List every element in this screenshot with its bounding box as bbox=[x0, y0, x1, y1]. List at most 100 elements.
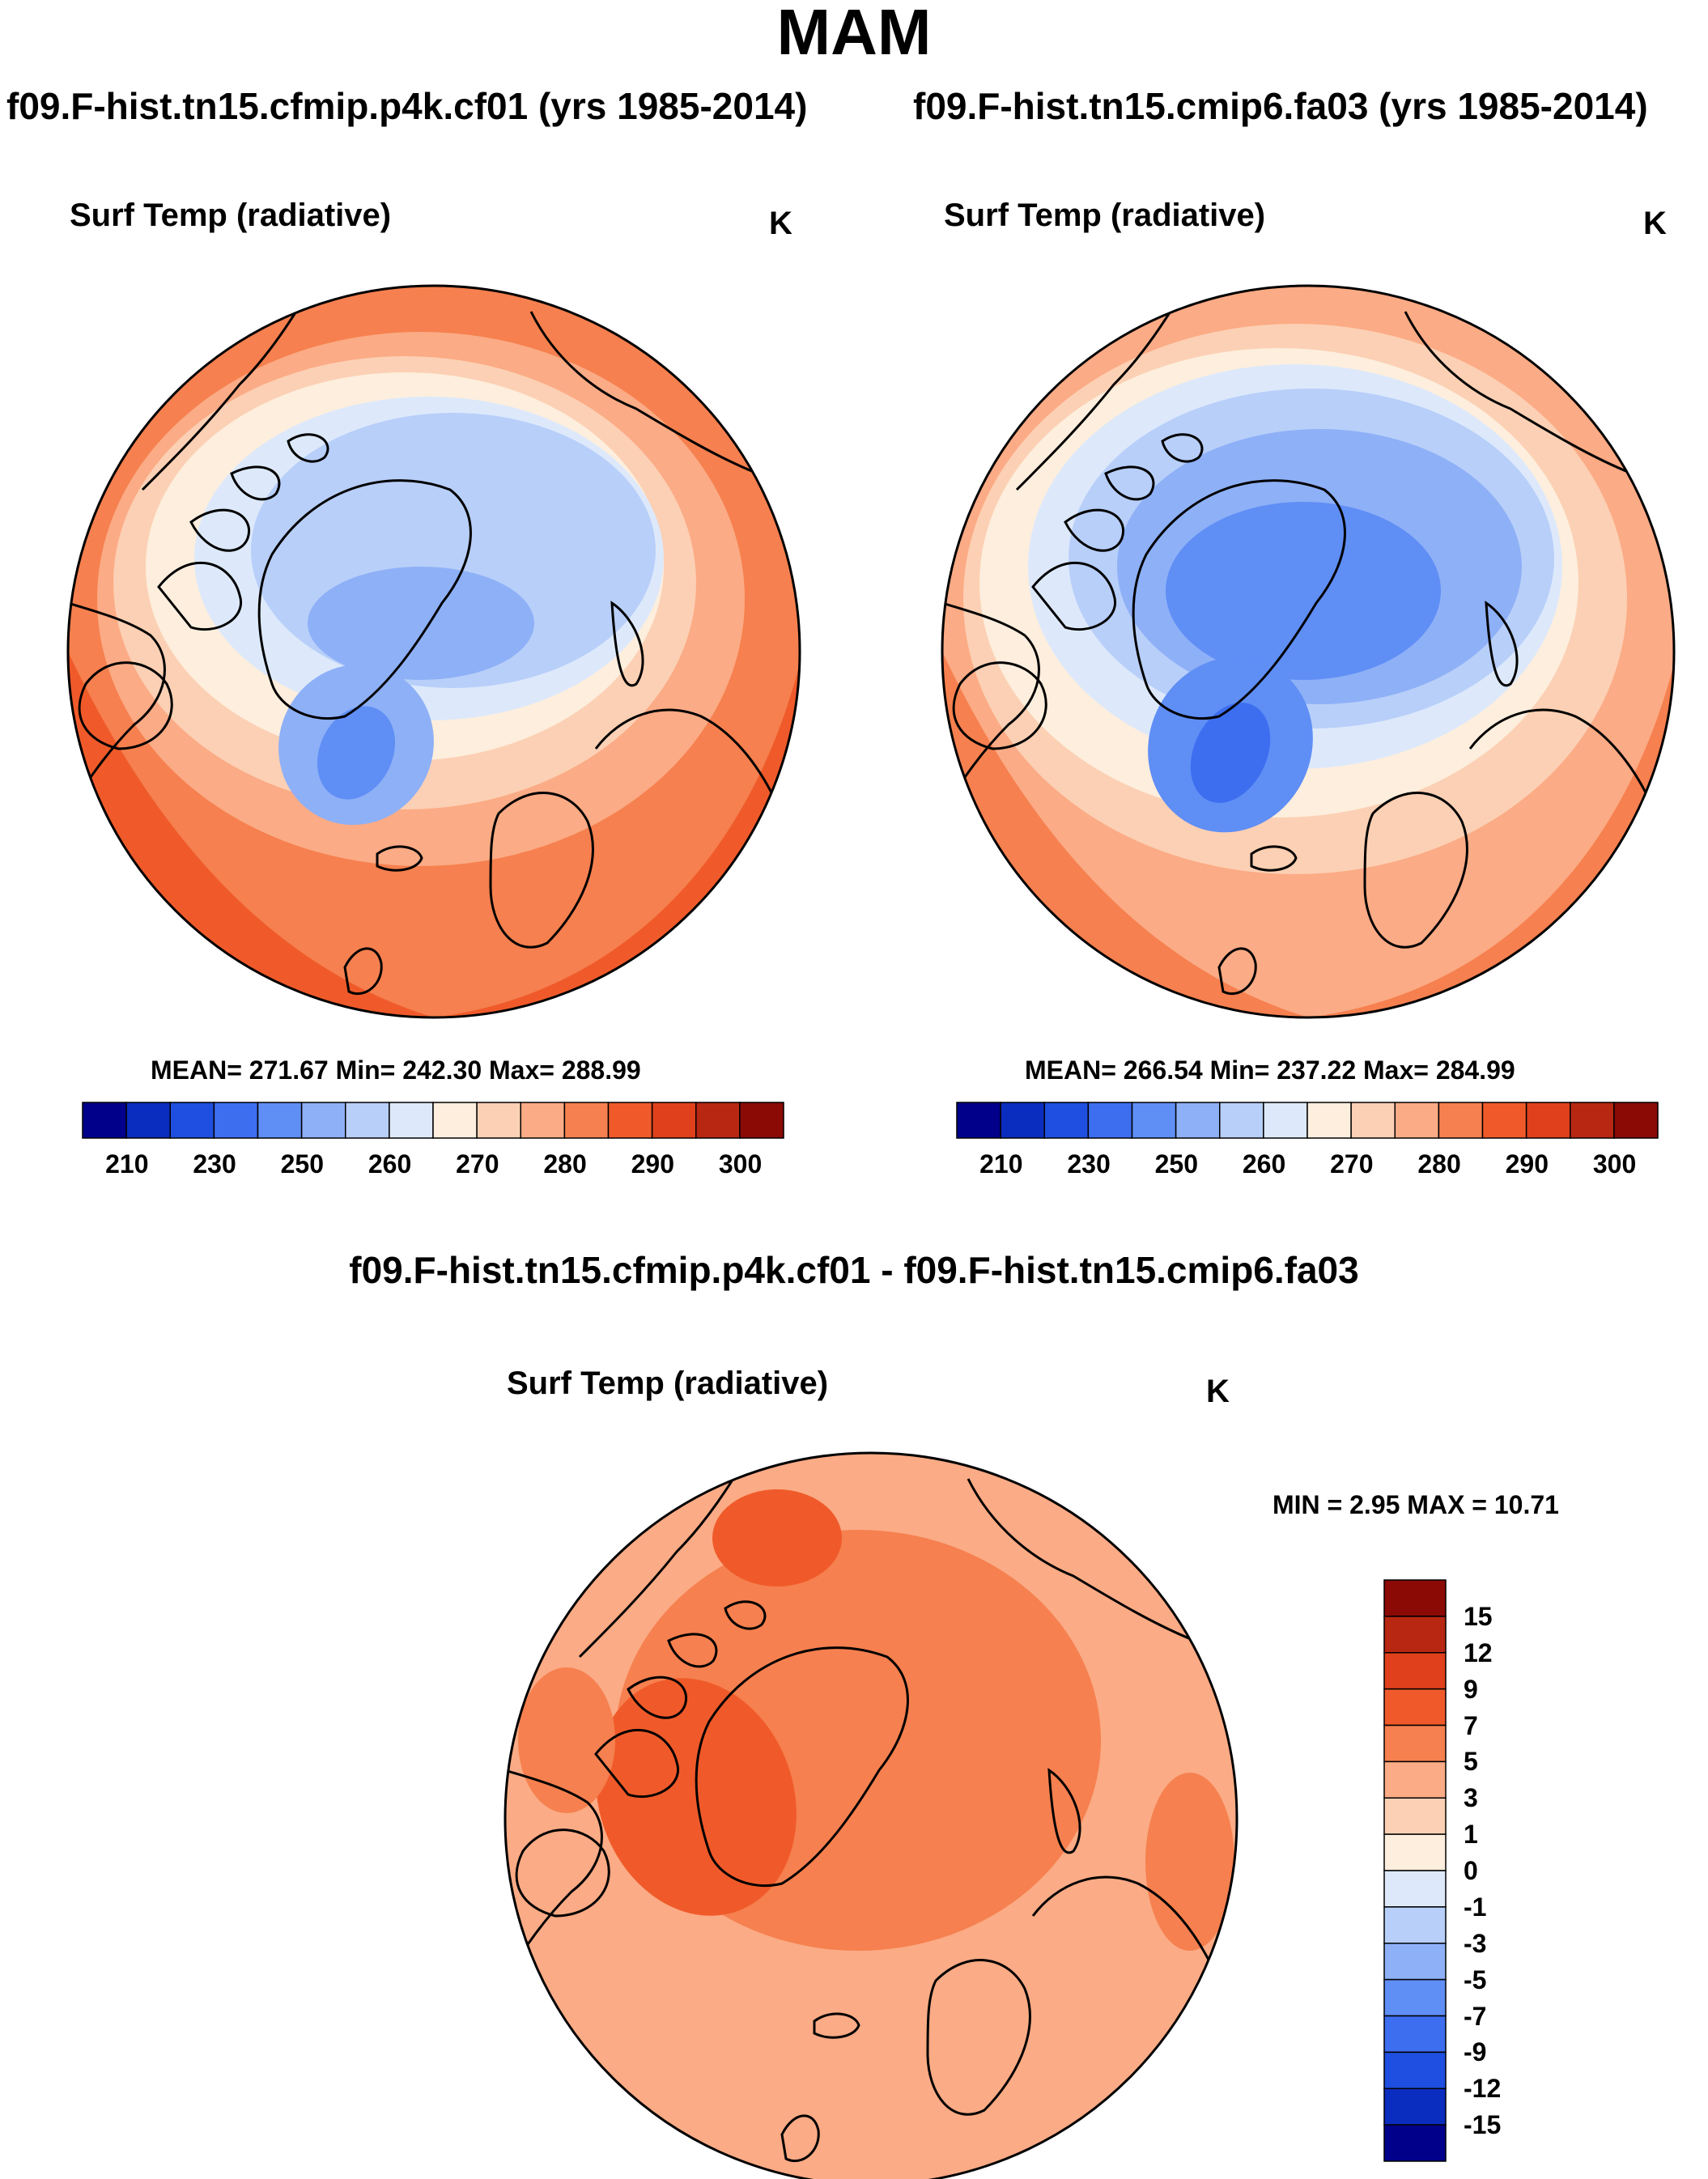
right-colorbar-swatch bbox=[1438, 1102, 1484, 1139]
right-colorbar-label: 210 bbox=[979, 1149, 1023, 1179]
difference-stats: MIN = 2.95 MAX = 10.71 bbox=[1273, 1490, 1559, 1519]
left-colorbar-label: 300 bbox=[718, 1149, 763, 1179]
difference-map bbox=[505, 1453, 1237, 2179]
difference-panel-units: K bbox=[1206, 1374, 1230, 1409]
difference-colorbar bbox=[1383, 1579, 1447, 2162]
left-colorbar-swatch bbox=[739, 1102, 784, 1139]
left-colorbar-swatch bbox=[520, 1102, 566, 1139]
right-colorbar-swatch bbox=[1306, 1102, 1352, 1139]
difference-colorbar-swatch bbox=[1383, 1870, 1447, 1908]
left-panel-stats: MEAN= 271.67 Min= 242.30 Max= 288.99 bbox=[151, 1056, 641, 1085]
difference-colorbar-swatch bbox=[1383, 1978, 1447, 2017]
left-colorbar-label: 210 bbox=[105, 1149, 149, 1179]
difference-title: f09.F-hist.tn15.cfmip.p4k.cf01 - f09.F-h… bbox=[349, 1249, 1359, 1291]
difference-colorbar-swatch bbox=[1383, 1943, 1447, 1981]
right-panel-variable: Surf Temp (radiative) bbox=[944, 198, 1266, 233]
left-colorbar-label: 290 bbox=[631, 1149, 675, 1179]
right-colorbar-swatch bbox=[1525, 1102, 1571, 1139]
left-colorbar-swatch bbox=[695, 1102, 741, 1139]
difference-colorbar-swatch bbox=[1383, 1616, 1447, 1654]
right-map bbox=[942, 286, 1674, 1017]
difference-colorbar-swatch bbox=[1383, 1797, 1447, 1835]
right-colorbar-swatch bbox=[1350, 1102, 1396, 1139]
right-colorbar-swatch bbox=[1481, 1102, 1527, 1139]
right-colorbar-swatch bbox=[1613, 1102, 1659, 1139]
left-colorbar-swatch bbox=[82, 1102, 127, 1139]
right-colorbar-swatch bbox=[956, 1102, 1001, 1139]
difference-colorbar-swatch bbox=[1383, 2051, 1447, 2089]
right-colorbar-swatch bbox=[1000, 1102, 1045, 1139]
left-colorbar-swatch bbox=[257, 1102, 303, 1139]
left-colorbar-swatch bbox=[213, 1102, 259, 1139]
left-colorbar-label: 260 bbox=[368, 1149, 412, 1179]
right-colorbar-swatch bbox=[1219, 1102, 1264, 1139]
left-colorbar-label: 280 bbox=[543, 1149, 587, 1179]
left-case-title: f09.F-hist.tn15.cfmip.p4k.cf01 (yrs 1985… bbox=[6, 85, 808, 127]
right-case-title: f09.F-hist.tn15.cmip6.fa03 (yrs 1985-201… bbox=[913, 85, 1648, 127]
left-panel-variable: Surf Temp (radiative) bbox=[70, 198, 392, 233]
left-colorbar bbox=[82, 1102, 784, 1139]
difference-colorbar-label: 0 bbox=[1464, 1856, 1478, 1885]
difference-colorbar-label: 9 bbox=[1464, 1674, 1478, 1704]
right-panel-units: K bbox=[1643, 206, 1667, 241]
difference-colorbar-label: 12 bbox=[1464, 1637, 1493, 1667]
right-panel-stats: MEAN= 266.54 Min= 237.22 Max= 284.99 bbox=[1025, 1056, 1515, 1085]
difference-colorbar-swatch bbox=[1383, 1652, 1447, 1690]
left-map bbox=[68, 286, 800, 1017]
difference-colorbar-swatch bbox=[1383, 1761, 1447, 1799]
right-colorbar-swatch bbox=[1175, 1102, 1221, 1139]
difference-colorbar-label: -5 bbox=[1464, 1964, 1487, 1994]
right-colorbar-swatch bbox=[1131, 1102, 1177, 1139]
left-colorbar-label: 250 bbox=[280, 1149, 325, 1179]
difference-colorbar-label: -15 bbox=[1464, 2110, 1502, 2140]
right-colorbar-label: 230 bbox=[1067, 1149, 1111, 1179]
right-colorbar-label: 290 bbox=[1505, 1149, 1549, 1179]
difference-colorbar-swatch bbox=[1383, 1579, 1447, 1617]
difference-colorbar-swatch bbox=[1383, 2015, 1447, 2054]
right-colorbar-swatch bbox=[1043, 1102, 1090, 1139]
difference-colorbar-label: -1 bbox=[1464, 1892, 1487, 1922]
left-colorbar-label: 270 bbox=[456, 1149, 499, 1179]
right-colorbar-label: 300 bbox=[1592, 1149, 1637, 1179]
difference-colorbar-label: 7 bbox=[1464, 1710, 1478, 1740]
right-colorbar-label: 270 bbox=[1330, 1149, 1374, 1179]
difference-colorbar-label: 15 bbox=[1464, 1601, 1493, 1631]
difference-colorbar-swatch bbox=[1383, 2124, 1447, 2162]
left-colorbar-swatch bbox=[389, 1102, 434, 1139]
difference-colorbar-label: 5 bbox=[1464, 1747, 1478, 1777]
left-colorbar-swatch bbox=[345, 1102, 390, 1139]
left-colorbar-swatch bbox=[563, 1102, 610, 1139]
right-map-border bbox=[941, 284, 1676, 1019]
difference-colorbar-swatch bbox=[1383, 1833, 1447, 1871]
left-panel-units: K bbox=[769, 206, 792, 241]
right-colorbar-swatch bbox=[1263, 1102, 1308, 1139]
left-colorbar-label: 230 bbox=[193, 1149, 236, 1179]
difference-colorbar-swatch bbox=[1383, 1688, 1447, 1727]
difference-panel-variable: Surf Temp (radiative) bbox=[507, 1366, 829, 1401]
left-colorbar-swatch bbox=[651, 1102, 697, 1139]
left-colorbar-swatch bbox=[476, 1102, 521, 1139]
difference-colorbar-label: -7 bbox=[1464, 2001, 1487, 2031]
right-colorbar-label: 260 bbox=[1242, 1149, 1286, 1179]
difference-colorbar-label: -9 bbox=[1464, 2037, 1487, 2067]
right-colorbar-swatch bbox=[1087, 1102, 1133, 1139]
difference-colorbar-label: 3 bbox=[1464, 1783, 1478, 1813]
difference-colorbar-label: -3 bbox=[1464, 1928, 1487, 1958]
right-colorbar-label: 250 bbox=[1154, 1149, 1199, 1179]
difference-colorbar-label: -12 bbox=[1464, 2074, 1502, 2104]
left-colorbar-swatch bbox=[169, 1102, 215, 1139]
left-colorbar-swatch bbox=[432, 1102, 478, 1139]
left-colorbar-swatch bbox=[607, 1102, 653, 1139]
difference-colorbar-label: 1 bbox=[1464, 1820, 1478, 1850]
left-colorbar-swatch bbox=[300, 1102, 346, 1139]
right-colorbar-label: 280 bbox=[1417, 1149, 1461, 1179]
right-colorbar-swatch bbox=[1570, 1102, 1615, 1139]
main-title: MAM bbox=[776, 0, 932, 68]
difference-colorbar-swatch bbox=[1383, 1906, 1447, 1944]
difference-map-border bbox=[503, 1451, 1239, 2179]
right-colorbar bbox=[956, 1102, 1659, 1139]
difference-colorbar-swatch bbox=[1383, 1724, 1447, 1763]
left-colorbar-swatch bbox=[125, 1102, 171, 1139]
difference-colorbar-swatch bbox=[1383, 2088, 1447, 2126]
